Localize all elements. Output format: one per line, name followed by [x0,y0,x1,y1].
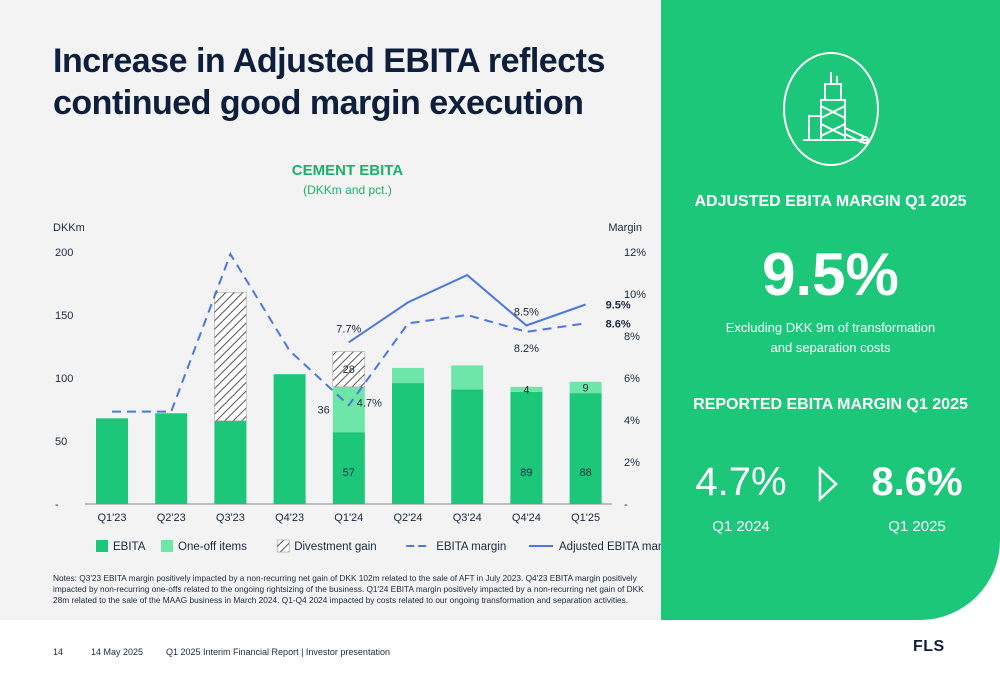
chart-notes: Notes: Q3'23 EBITA margin positively imp… [53,573,644,605]
slide-title: Increase in Adjusted EBITA reflects cont… [53,40,653,124]
page-number: 14 [53,647,64,657]
x-tick-label: Q4'24 [512,512,541,524]
adjusted-margin-desc: Excluding DKK 9m of transformation and s… [661,318,1000,358]
fls-logo: FLS [913,638,945,655]
one-off-bar [510,386,543,392]
legend-label: EBITA margin [436,541,506,553]
x-tick-label: Q4'23 [275,512,304,524]
chart-subtitle: (DKKm and pct.) [303,183,392,197]
legend-swatch [276,539,290,553]
ebita-bar [214,420,247,504]
one-off-bar [392,367,424,384]
adjusted-desc-line2: and separation costs [770,340,891,355]
ebita-bar [510,391,543,504]
legend-label: Adjusted EBITA margin [559,541,661,553]
ebita-margin-line [112,251,586,413]
legend-label: Divestment gain [294,541,376,553]
ebita-bar [451,389,484,504]
reported-prev-label: Q1 2024 [712,518,770,535]
reported-margin-heading: REPORTED EBITA MARGIN Q1 2025 [693,396,968,413]
y2-tick-label: - [624,499,628,511]
line-value-label: 7.7% [336,323,361,335]
y-tick-label: 100 [55,373,73,385]
ebita-bar [96,418,128,504]
y2-tick-label: 12% [624,247,646,259]
y-axis-label: DKKm [53,222,85,234]
icon-circle [783,52,879,166]
reported-curr-value: 8.6% [871,460,963,504]
y-tick-label: 150 [55,310,73,322]
y2-tick-label: 6% [624,373,640,385]
footer-date: 14 May 2025 [91,647,144,657]
reported-curr-label: Q1 2025 [888,518,946,535]
one-off-bar [569,381,602,394]
ebita-bar [332,432,365,504]
x-tick-label: Q3'23 [216,512,245,524]
y-tick-label: 50 [55,436,67,448]
divestment-bar [332,351,366,388]
ebita-bar [273,374,306,504]
x-tick-label: Q2'23 [157,512,186,524]
legend-swatch [96,540,108,552]
line-value-label: 8.2% [514,343,539,355]
y2-tick-label: 10% [624,289,646,301]
y2-tick-label: 8% [624,331,640,343]
line-value-label: 9.5% [606,300,631,312]
line-value-label: 8.5% [514,307,539,319]
adjusted-margin-heading: ADJUSTED EBITA MARGIN Q1 2025 [694,193,967,210]
x-tick-label: Q2'24 [393,512,422,524]
divestment-bar [214,292,247,422]
x-tick-label: Q1'24 [334,512,363,524]
play-arrow-icon [818,466,838,502]
adjusted-margin-value: 9.5% [762,241,899,308]
slide-title-line1: Increase in Adjusted EBITA reflects [53,42,605,80]
reported-prev-value: 4.7% [695,460,787,504]
bar-value-label: 89 [520,467,532,479]
chart-panel [0,0,661,620]
legend-label: One-off items [178,541,247,553]
x-tick-label: Q1'25 [571,512,600,524]
bar-value-label: 4 [523,384,529,396]
bar-value-label: 57 [343,467,355,479]
x-tick-label: Q1'23 [97,512,126,524]
bar-value-label: 88 [579,467,591,479]
legend-label: EBITA [113,541,146,553]
adjusted-desc-line1: Excluding DKK 9m of transformation [725,320,936,335]
legend-swatch [161,540,173,552]
ebita-bar [392,383,424,504]
bar-value-label: 28 [343,364,355,376]
cement-ebita-chart: DKKm Margin - 50 100 150 200 - 2% 4% 6% 8% 10% 12% Q1'… [53,222,661,553]
ebita-bar [569,393,602,504]
bar-value-label: 9 [583,382,589,394]
one-off-bar [451,365,484,390]
ebita-bar [155,413,188,504]
y-tick-label: 200 [55,247,73,259]
y2-axis-label: Margin [608,222,642,234]
adjusted-ebita-margin-line [348,273,586,344]
footer-doc-title: Q1 2025 Interim Financial Report | Inves… [166,647,390,657]
y2-tick-label: 2% [624,457,640,469]
bar-value-label: 36 [318,405,330,417]
chart-title: CEMENT EBITA [291,162,404,179]
line-value-label: 4.7% [357,397,382,409]
y2-tick-label: 4% [624,415,640,427]
y-tick-label: - [55,499,59,511]
cement-plant-icon [803,72,869,144]
footer-bar [0,620,1000,685]
slide-title-line2: continued good margin execution [53,84,584,122]
line-value-label: 8.6% [606,318,631,330]
x-tick-label: Q3'24 [453,512,482,524]
